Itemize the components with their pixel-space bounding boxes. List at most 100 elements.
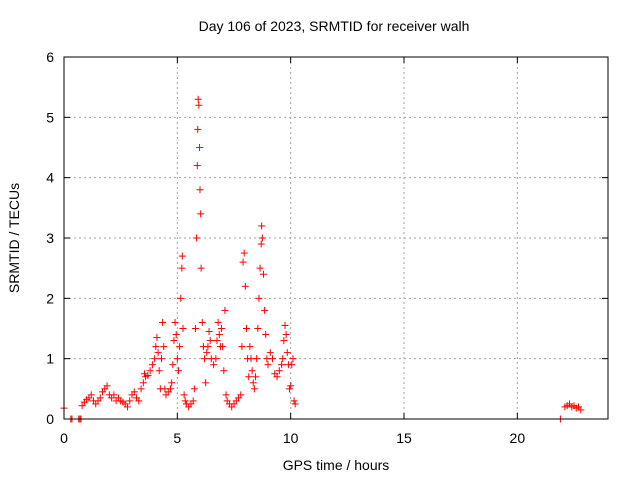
- data-point: [194, 95, 202, 103]
- chart-title: Day 106 of 2023, SRMTID for receiver wal…: [199, 18, 470, 34]
- data-point: [170, 337, 178, 345]
- data-point: [266, 349, 274, 357]
- data-point: [278, 361, 286, 369]
- y-tick-label-1: 1: [46, 351, 54, 367]
- data-point: [239, 258, 247, 266]
- data-point: [289, 355, 297, 363]
- data-point: [256, 264, 264, 272]
- data-point: [103, 382, 111, 390]
- data-point: [193, 162, 201, 170]
- y-tick-label-2: 2: [46, 290, 54, 306]
- data-point: [212, 355, 220, 363]
- data-point: [203, 349, 211, 357]
- axis-ticks: 0 1 2 3 4 5 6 0 5 10 15 20: [46, 49, 608, 446]
- data-point: [177, 294, 185, 302]
- data-point: [255, 294, 263, 302]
- y-tick-label-4: 4: [46, 170, 54, 186]
- data-point: [241, 282, 249, 290]
- data-point: [273, 373, 281, 381]
- data-point: [152, 343, 160, 351]
- data-point: [160, 343, 168, 351]
- data-point: [257, 240, 265, 248]
- data-point: [155, 367, 163, 375]
- data-point: [221, 306, 229, 314]
- data-point: [291, 400, 299, 408]
- y-tick-label-5: 5: [46, 109, 54, 125]
- data-point: [253, 355, 261, 363]
- data-point: [214, 318, 222, 326]
- data-point: [206, 337, 214, 345]
- data-point: [282, 331, 290, 339]
- data-point: [174, 367, 182, 375]
- data-point: [171, 318, 179, 326]
- data-point: [139, 379, 147, 387]
- data-point: [258, 234, 266, 242]
- data-point: [172, 331, 180, 339]
- data-point: [179, 325, 187, 332]
- data-point: [280, 337, 288, 345]
- plot-frame: [63, 56, 609, 420]
- data-point: [178, 252, 186, 260]
- data-point: [279, 355, 287, 363]
- data-point: [191, 325, 199, 332]
- data-point: [219, 343, 227, 351]
- x-tick-label-10: 10: [283, 430, 299, 446]
- data-point: [264, 361, 272, 369]
- x-tick-label-15: 15: [396, 430, 412, 446]
- data-point: [168, 379, 176, 387]
- data-point: [269, 355, 277, 363]
- data-point: [126, 397, 134, 405]
- data-point: [173, 355, 181, 363]
- data-point: [242, 325, 250, 332]
- data-point: [193, 234, 201, 242]
- data-point: [205, 328, 213, 336]
- data-point: [220, 367, 228, 375]
- data-point: [196, 186, 204, 194]
- data-point: [281, 321, 289, 329]
- data-point: [195, 101, 203, 109]
- data-point: [151, 355, 159, 363]
- data-point: [130, 388, 138, 396]
- data-point: [201, 355, 209, 363]
- data-point: [237, 391, 245, 399]
- data-point: [258, 222, 266, 230]
- x-tick-label-5: 5: [173, 430, 181, 446]
- data-point: [181, 397, 189, 405]
- data-point: [140, 370, 148, 378]
- data-point: [96, 394, 104, 402]
- grid-lines: [64, 57, 608, 419]
- data-point: [250, 385, 258, 393]
- data-point: [252, 373, 260, 381]
- data-point: [288, 361, 296, 369]
- data-point: [137, 385, 145, 393]
- data-point: [135, 397, 143, 405]
- data-point: [213, 337, 221, 345]
- data-point: [123, 403, 131, 411]
- data-point: [197, 264, 205, 272]
- data-point: [178, 264, 186, 272]
- data-point: [148, 361, 156, 369]
- data-point: [196, 144, 204, 151]
- data-point: [144, 372, 152, 380]
- data-point: [197, 210, 205, 218]
- x-tick-label-0: 0: [60, 430, 68, 446]
- data-point: [261, 306, 269, 314]
- data-point: [577, 406, 585, 414]
- data-point: [169, 361, 177, 369]
- data-point: [189, 397, 197, 405]
- data-point: [259, 270, 267, 278]
- data-point: [245, 373, 253, 381]
- data-point: [246, 343, 254, 351]
- y-tick-label-3: 3: [46, 230, 54, 246]
- data-point: [153, 334, 161, 342]
- data-point: [190, 385, 198, 393]
- data-points: [60, 95, 585, 423]
- data-point: [248, 367, 256, 375]
- data-point: [167, 385, 175, 393]
- data-point: [146, 367, 154, 375]
- data-point: [287, 382, 295, 390]
- x-tick-label-20: 20: [510, 430, 526, 446]
- data-point: [254, 325, 262, 332]
- data-point: [286, 385, 294, 393]
